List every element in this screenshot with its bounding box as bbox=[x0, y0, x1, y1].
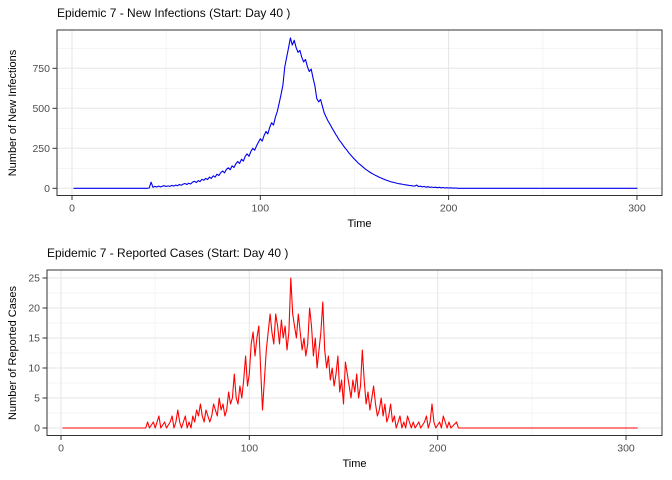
x-tick-label: 100 bbox=[241, 443, 259, 455]
panel-border bbox=[56, 29, 663, 196]
chart-new-infections: Epidemic 7 - New Infections (Start: Day … bbox=[7, 6, 663, 230]
chart-reported-cases: Epidemic 7 - Reported Cases (Start: Day … bbox=[0, 240, 672, 480]
x-tick-label: 300 bbox=[628, 203, 646, 215]
panel-border bbox=[46, 269, 663, 436]
y-tick-label: 0 bbox=[44, 183, 50, 195]
x-tick-label: 200 bbox=[440, 203, 458, 215]
data-line-reported-cases bbox=[62, 277, 638, 429]
y-tick-label: 5 bbox=[34, 392, 40, 404]
y-tick-label: 15 bbox=[28, 332, 40, 344]
x-tick-label: 0 bbox=[69, 203, 75, 215]
y-tick-label: 0 bbox=[34, 422, 40, 434]
y-tick-label: 250 bbox=[32, 143, 50, 155]
x-tick-label: 0 bbox=[58, 443, 64, 455]
chart-title-reported-cases: Epidemic 7 - Reported Cases (Start: Day … bbox=[47, 246, 289, 260]
y-tick-label: 20 bbox=[28, 302, 40, 314]
y-tick-label: 750 bbox=[32, 63, 50, 75]
panel-background bbox=[57, 30, 662, 196]
data-line-new-infections bbox=[73, 37, 638, 189]
plot-area-new-infections: 0 100 200 300 0 250 500 750 bbox=[32, 29, 663, 215]
chart-title-new-infections: Epidemic 7 - New Infections (Start: Day … bbox=[57, 6, 291, 20]
y-tick-label: 25 bbox=[28, 272, 40, 284]
x-tick-label: 100 bbox=[252, 203, 270, 215]
y-tick-label: 10 bbox=[28, 362, 40, 374]
x-tick-label: 300 bbox=[617, 443, 635, 455]
plot-area-reported-cases: 0 100 200 300 0 5 10 15 20 25 bbox=[28, 269, 663, 455]
x-axis-title-new-infections: Time bbox=[347, 217, 372, 230]
x-tick-label: 200 bbox=[429, 443, 447, 455]
y-tick-label: 500 bbox=[32, 103, 50, 115]
x-axis-title-reported-cases: Time bbox=[342, 457, 367, 470]
